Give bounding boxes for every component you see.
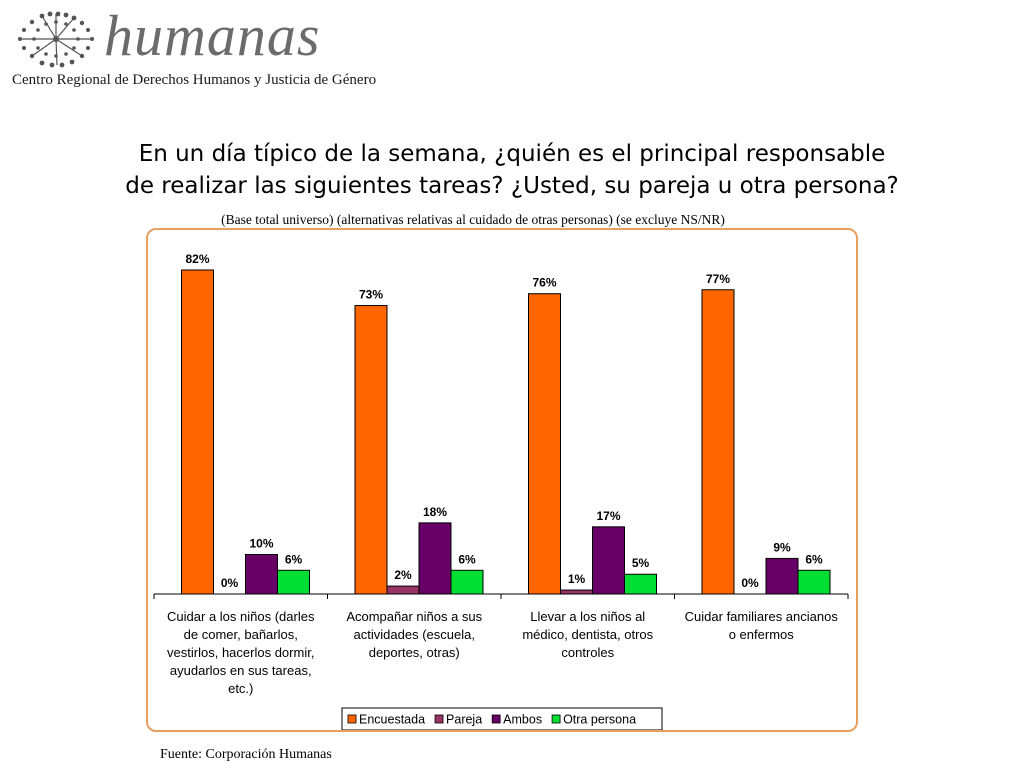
logo-wordmark: humanas <box>104 3 321 68</box>
bar-encuestada <box>701 289 735 595</box>
legend-swatch <box>551 714 561 724</box>
bar-pareja <box>560 589 593 595</box>
bar-ambos <box>418 522 452 595</box>
bar-otra-persona <box>277 569 310 595</box>
bar-encuestada <box>181 269 214 595</box>
x-tick-label: vestirlos, hacerlos dormir, <box>167 645 314 660</box>
humanas-logo: humanas Centro Regional de Derechos Huma… <box>0 0 376 100</box>
chart-frame: 82% 0% 10% 6% Cuidar a los niños (darles de c… <box>146 228 858 732</box>
data-label: 18% <box>423 505 447 519</box>
legend-swatch <box>491 714 501 724</box>
bar-otra-persona <box>624 573 657 595</box>
legend-label: Pareja <box>446 713 482 727</box>
x-tick-label: Cuidar familiares ancianos <box>685 609 839 624</box>
data-label: 6% <box>805 552 823 566</box>
x-tick-label: ayudarlos en sus tareas, <box>170 663 312 678</box>
x-tick-label: Cuidar a los niños (darles <box>167 609 315 624</box>
bar-otra-persona <box>450 569 484 595</box>
x-tick-label: Acompañar niños a sus <box>346 609 482 624</box>
bar-ambos <box>592 526 625 595</box>
data-label: 77% <box>706 272 730 286</box>
data-label: 6% <box>458 552 476 566</box>
legend-swatch <box>347 714 357 724</box>
legend-swatch <box>434 714 444 724</box>
chart-subtitle: (Base total universo) (alternativas rela… <box>221 212 725 227</box>
bar-ambos <box>245 553 278 595</box>
data-label: 5% <box>632 556 650 570</box>
data-label: 0% <box>221 576 239 590</box>
legend-box <box>341 707 663 730</box>
title-line-2: de realizar las siguientes tareas? ¿Uste… <box>125 173 899 199</box>
logo-tagline: Centro Regional de Derechos Humanos y Ju… <box>12 72 377 88</box>
x-tick-label: etc.) <box>228 681 253 696</box>
data-label: 6% <box>285 552 303 566</box>
bar-ambos <box>765 557 799 595</box>
data-label: 17% <box>596 509 620 523</box>
data-label: 2% <box>394 568 412 582</box>
x-tick-label: deportes, otras) <box>369 645 460 660</box>
bar-encuestada <box>528 293 561 595</box>
data-label: 1% <box>568 572 586 586</box>
legend-label: Ambos <box>503 713 542 727</box>
legend-label: Encuestada <box>359 713 425 727</box>
x-tick-label: Llevar a los niños al <box>530 609 645 624</box>
bar-encuestada <box>354 305 388 595</box>
x-tick-label: de comer, bañarlos, <box>184 627 298 642</box>
x-tick-label: o enfermos <box>729 627 795 642</box>
bar-pareja <box>386 585 420 595</box>
data-label: 82% <box>185 252 209 266</box>
title-line-1: En un día típico de la semana, ¿quién es… <box>138 141 886 167</box>
bar-otra-persona <box>797 569 831 595</box>
data-label: 0% <box>741 576 759 590</box>
page-title: En un día típico de la semana, ¿quién es… <box>60 138 964 202</box>
data-label: 76% <box>532 276 556 290</box>
data-label: 10% <box>249 536 273 550</box>
legend-label: Otra persona <box>563 713 636 727</box>
x-tick-label: médico, dentista, otros <box>522 627 653 642</box>
x-tick-label: actividades (escuela, <box>354 627 475 642</box>
source-note: Fuente: Corporación Humanas <box>160 747 332 762</box>
data-label: 9% <box>773 540 791 554</box>
data-label: 73% <box>359 288 383 302</box>
bar-chart: 82% 0% 10% 6% Cuidar a los niños (darles de c… <box>153 252 849 730</box>
logo-emblem-icon <box>18 11 94 68</box>
x-tick-label: controles <box>561 645 614 660</box>
